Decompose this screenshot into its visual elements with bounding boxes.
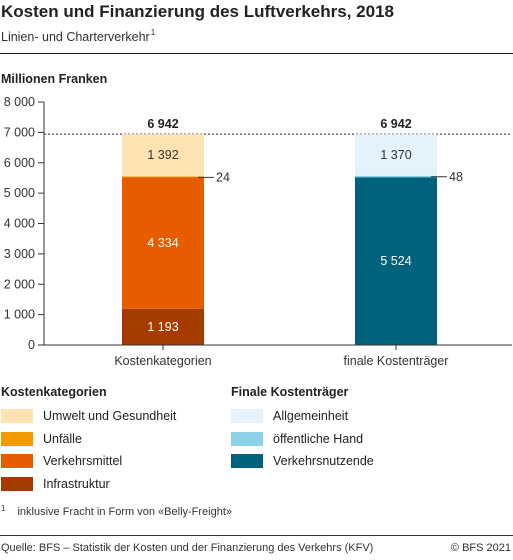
legend-swatch bbox=[231, 431, 263, 446]
segment-label: 1 392 bbox=[147, 148, 178, 162]
legend-swatch bbox=[1, 476, 33, 491]
legend-kostentraeger: Finale Kostenträger Allgemeinheit öffentl… bbox=[231, 385, 374, 473]
y-tick-label: 3 000 bbox=[4, 247, 35, 261]
legend-swatch bbox=[1, 454, 33, 469]
y-tick-label: 1 000 bbox=[4, 308, 35, 322]
total-label: 6 942 bbox=[380, 117, 411, 131]
bar-segment bbox=[122, 308, 204, 345]
segment-label: 24 bbox=[216, 170, 230, 184]
source-text: Quelle: BFS – Statistik der Kosten und d… bbox=[1, 542, 374, 554]
legend-label: Verkehrsmittel bbox=[43, 454, 123, 469]
legend-title-right: Finale Kostenträger bbox=[231, 385, 349, 399]
bar-segment bbox=[355, 134, 437, 176]
header-divider bbox=[0, 53, 513, 54]
y-tick-label: 2 000 bbox=[4, 277, 35, 291]
legend-item-left-1: Unfälle bbox=[1, 428, 176, 451]
copyright-text: © BFS 2021 bbox=[450, 542, 511, 554]
legend-label: Infrastruktur bbox=[43, 476, 110, 491]
legend-label: Allgemeinheit bbox=[273, 409, 349, 424]
unit-label: Millionen Franken bbox=[1, 72, 108, 86]
legend-swatch bbox=[1, 431, 33, 446]
legend-swatch bbox=[231, 409, 263, 424]
footnote-number: 1 bbox=[1, 504, 6, 513]
legend-items-left: Umwelt und Gesundheit Unfälle Verkehrsmitt… bbox=[1, 405, 176, 495]
segment-label: 48 bbox=[449, 170, 463, 184]
legend-items-right: Allgemeinheit öffentliche Hand Verkehrsnut… bbox=[231, 405, 374, 473]
chart-subtitle: Linien- und Charterverkehr1 bbox=[1, 28, 155, 44]
legend-item-left-3: Infrastruktur bbox=[1, 473, 176, 496]
segment-label: 1 370 bbox=[380, 148, 411, 162]
bar-segment bbox=[355, 177, 437, 345]
segment-label: 4 334 bbox=[147, 236, 178, 250]
legend-label: Unfälle bbox=[43, 431, 82, 446]
x-category-label: finale Kostenträger bbox=[344, 354, 449, 368]
subtitle-text: Linien- und Charterverkehr bbox=[1, 30, 150, 44]
legend-swatch bbox=[231, 454, 263, 469]
total-label: 6 942 bbox=[147, 117, 178, 131]
legend-label: Verkehrsnutzende bbox=[273, 454, 374, 469]
legend-item-left-0: Umwelt und Gesundheit bbox=[1, 405, 176, 428]
y-tick-label: 5 000 bbox=[4, 186, 35, 200]
legend-item-right-2: Verkehrsnutzende bbox=[231, 450, 374, 473]
legend-label: öffentliche Hand bbox=[273, 431, 364, 446]
legend-item-right-1: öffentliche Hand bbox=[231, 428, 374, 451]
bar-segment bbox=[122, 177, 204, 309]
legend-item-right-0: Allgemeinheit bbox=[231, 405, 374, 428]
chart-title: Kosten und Finanzierung des Luftverkehrs… bbox=[1, 2, 394, 21]
y-tick-label: 6 000 bbox=[4, 156, 35, 170]
y-tick-label: 7 000 bbox=[4, 125, 35, 139]
bar-segment bbox=[355, 175, 437, 178]
legend-title-left: Kostenkategorien bbox=[1, 385, 107, 399]
bar-segment bbox=[122, 134, 204, 177]
legend-swatch bbox=[1, 409, 33, 424]
x-category-label: Kostenkategorien bbox=[114, 354, 211, 368]
y-tick-label: 4 000 bbox=[4, 217, 35, 231]
bar-segment bbox=[122, 176, 204, 178]
legend-item-left-2: Verkehrsmittel bbox=[1, 450, 176, 473]
chart-area: 0 1 000 2 000 3 000 4 000 5 000 6 000 7 000 8 00… bbox=[4, 95, 512, 368]
legend-kostenkategorien: Kostenkategorien Umwelt und Gesundheit Un… bbox=[1, 385, 176, 495]
y-tick-label: 8 000 bbox=[4, 95, 35, 109]
legend-label: Umwelt und Gesundheit bbox=[43, 409, 177, 424]
segment-label: 1 193 bbox=[147, 320, 178, 334]
footnote: 1 inklusive Fracht in Form von «Belly-Fre… bbox=[1, 504, 232, 518]
subtitle-footnote-marker: 1 bbox=[150, 28, 156, 37]
footer-divider bbox=[0, 535, 513, 536]
y-tick-label: 0 bbox=[28, 338, 35, 352]
footnote-text: inklusive Fracht in Form von «Belly-Frei… bbox=[17, 506, 233, 518]
segment-label: 5 524 bbox=[380, 254, 411, 268]
